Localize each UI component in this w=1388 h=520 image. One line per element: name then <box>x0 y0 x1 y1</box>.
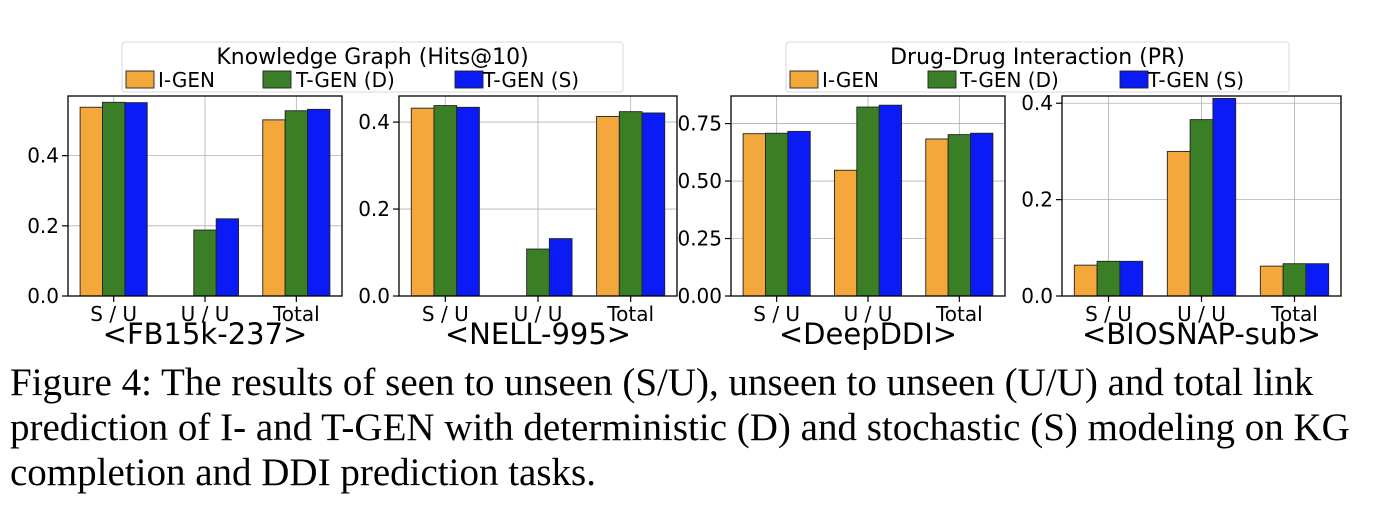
x-tick-label: S / U <box>1085 302 1132 326</box>
chart-panel-1: 0.0 0.2 0.4 S / U U / U Total<FB15k-237> <box>27 95 343 351</box>
legend-entry-label: I-GEN <box>822 68 879 92</box>
bar-t-gen-d-total <box>618 111 643 297</box>
bar-t-gen-s-su <box>787 130 811 297</box>
x-tick-label: S / U <box>422 302 469 326</box>
x-tick-label: S / U <box>753 302 800 326</box>
x-tick-label: U / U <box>1177 302 1226 326</box>
x-tick-label: Total <box>935 302 983 326</box>
legend-swatch <box>454 70 484 89</box>
bar-t-gen-s-su <box>1119 260 1144 297</box>
axes-frame <box>1061 95 1342 297</box>
bar-t-gen-d-su <box>1096 260 1121 297</box>
legend-entry-label: T-GEN (S) <box>1147 68 1244 92</box>
x-tick-label: Total <box>606 302 654 326</box>
legend-title: Knowledge Graph (Hits@10) <box>216 45 528 70</box>
y-tick-label: 0.2 <box>358 197 390 221</box>
x-tick-label: Total <box>272 302 320 326</box>
y-tick-label: 0.75 <box>677 112 722 136</box>
y-tick-label: 0.2 <box>27 214 59 238</box>
chart-panel-2: 0.0 0.2 0.4 S / U U / U Total<NELL-995> <box>358 95 678 351</box>
legend-swatch <box>1119 70 1149 89</box>
x-tick-label: S / U <box>90 302 137 326</box>
x-tick-label: U / U <box>181 302 230 326</box>
bar-i-gen-total <box>262 119 286 297</box>
x-axis-label: <DeepDDI> <box>779 317 957 351</box>
y-tick-label: 0.0 <box>27 284 59 308</box>
bar-i-gen-uu <box>1166 150 1191 297</box>
chart-panel-3: 0.00 0.25 0.50 0.75 S / U U / U Total<DeepDDI> <box>677 95 1006 351</box>
legend-2: Drug-Drug Interaction (PR) I-GEN T-GEN (D)… <box>785 41 1290 93</box>
legend-frame <box>121 41 624 93</box>
bar-i-gen-su <box>742 133 766 297</box>
bar-t-gen-d-su <box>102 101 126 297</box>
bar-t-gen-d-uu <box>1189 119 1214 297</box>
bar-t-gen-d-total <box>1282 263 1307 297</box>
x-axis-label: <FB15k-237> <box>103 317 308 351</box>
chart-panel-4: 0.0 0.2 0.4 S / U U / U Total<BIOSNAP-sub> <box>1021 91 1342 351</box>
bar-t-gen-d-su <box>433 105 458 297</box>
bar-t-gen-s-uu <box>215 218 240 297</box>
bar-i-gen-total <box>1259 265 1284 297</box>
bar-t-gen-s-su <box>456 106 480 297</box>
y-tick-label: 0.0 <box>1021 284 1053 308</box>
y-tick-label: 0.50 <box>677 169 722 193</box>
bar-t-gen-d-total <box>947 134 971 297</box>
y-tick-label: 0.0 <box>358 284 390 308</box>
legend-swatch <box>262 70 292 89</box>
figure-caption: Figure 4: The results of seen to unseen … <box>10 360 1370 495</box>
legend-entry-label: T-GEN (D) <box>295 68 395 92</box>
legend-entry-label: I-GEN <box>158 68 215 92</box>
bar-i-gen-total <box>925 138 949 297</box>
bar-i-gen-su <box>410 107 435 297</box>
y-tick-label: 0.25 <box>677 227 722 251</box>
legend-frame <box>785 41 1290 93</box>
y-tick-label: 0.4 <box>358 110 390 134</box>
bar-t-gen-s-su <box>124 102 148 297</box>
bar-t-gen-s-total <box>1305 263 1330 297</box>
bar-t-gen-d-su <box>765 132 789 297</box>
bar-i-gen-uu <box>833 169 858 297</box>
y-tick-label: 0.4 <box>1021 91 1053 115</box>
bar-t-gen-s-uu <box>548 238 573 297</box>
legend-1: Knowledge Graph (Hits@10)I-GEN T-GEN (D) T… <box>121 41 624 93</box>
x-tick-label: Total <box>1270 302 1318 326</box>
legend-entry-label: T-GEN (S) <box>482 68 579 92</box>
legend-swatch <box>927 70 957 89</box>
bar-i-gen-su <box>1073 264 1098 297</box>
x-tick-label: U / U <box>844 302 893 326</box>
x-tick-label: U / U <box>514 302 563 326</box>
legend-title: Drug-Drug Interaction (PR) <box>890 45 1185 70</box>
bar-t-gen-s-uu <box>878 104 903 297</box>
bar-t-gen-s-total <box>307 108 331 297</box>
bar-t-gen-d-uu <box>193 229 217 297</box>
axes-frame <box>67 95 343 297</box>
bar-t-gen-d-total <box>284 110 308 297</box>
x-axis-label: <NELL-995> <box>445 317 631 351</box>
y-tick-label: 0.00 <box>677 284 722 308</box>
bar-i-gen-su <box>79 106 103 297</box>
caption-label: Figure 4: <box>10 361 152 404</box>
bar-i-gen-total <box>596 115 620 297</box>
legend-swatch <box>789 70 819 89</box>
bar-t-gen-s-total <box>641 112 666 297</box>
x-axis-label: <BIOSNAP-sub> <box>1082 317 1321 351</box>
y-tick-label: 0.4 <box>27 144 59 168</box>
y-tick-label: 0.2 <box>1021 188 1053 212</box>
caption-text: The results of seen to unseen (S/U), uns… <box>10 361 1350 494</box>
bar-t-gen-d-uu <box>526 248 550 297</box>
legend-entry-label: T-GEN (D) <box>959 68 1059 92</box>
legend-swatch <box>125 70 155 89</box>
bar-t-gen-s-uu <box>1212 97 1237 297</box>
bar-t-gen-s-total <box>970 132 994 297</box>
axes-frame <box>398 95 678 297</box>
bar-t-gen-d-uu <box>856 106 880 297</box>
axes-frame <box>730 95 1006 297</box>
